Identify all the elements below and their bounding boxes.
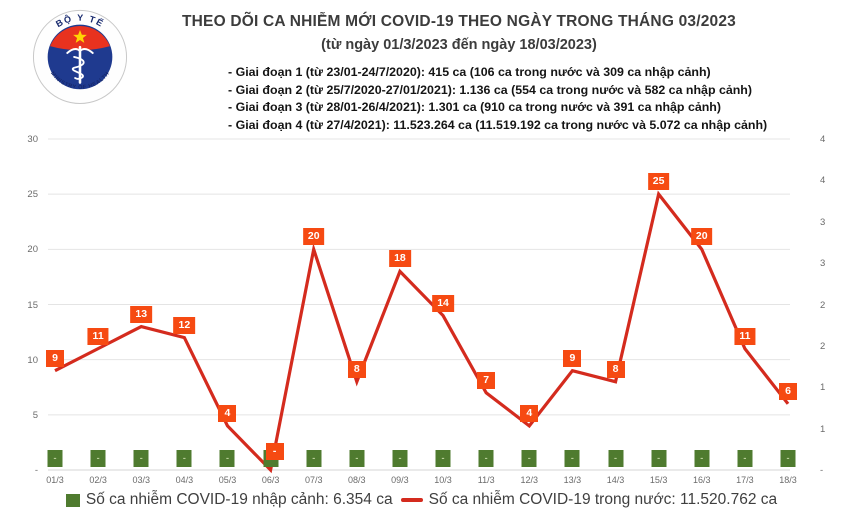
trend-line-domestic-cases [54, 190, 790, 474]
y-axis-label-left: 10 [27, 354, 38, 366]
phase-note-3: - Giai đoạn 3 (từ 28/01-26/4/2021): 1.30… [228, 100, 721, 115]
imported-cases-label: - [349, 450, 365, 467]
y-axis-label-right: 2 [820, 299, 826, 311]
imported-cases-label: - [306, 450, 322, 467]
data-label: 18 [389, 250, 411, 268]
imported-cases-label: - [564, 450, 580, 467]
x-axis-label: 12/3 [520, 475, 539, 485]
y-axis-label-left: 20 [27, 244, 38, 256]
data-label: 4 [218, 404, 237, 422]
chart-legend: Số ca nhiễm COVID-19 nhập cảnh: 6.354 ca… [0, 491, 843, 509]
x-axis-label: 07/3 [304, 475, 323, 485]
logo-asclepius-staff-icon [66, 45, 94, 84]
imported-cases-label: - [780, 450, 796, 467]
x-axis-label: 04/3 [175, 475, 194, 485]
y-axis-label-left: 25 [27, 189, 38, 201]
data-label: 25 [647, 173, 670, 191]
data-label: 8 [347, 360, 366, 378]
imported-cases-label: - [47, 450, 63, 467]
page-subtitle: (từ ngày 01/3/2023 đến ngày 18/03/2023) [321, 37, 597, 53]
data-label: 8 [606, 360, 625, 378]
y-axis-label-right: 1 [820, 423, 826, 435]
x-axis-label: 02/3 [89, 475, 107, 485]
x-axis-label: 03/3 [132, 475, 150, 485]
legend-item-imported: Số ca nhiễm COVID-19 nhập cảnh: 6.354 ca [65, 491, 393, 509]
data-label: 4 [520, 404, 539, 422]
data-label: 11 [87, 327, 109, 345]
data-label: 20 [690, 228, 713, 246]
x-axis-label: 10/3 [434, 475, 452, 485]
imported-cases-label: - [694, 450, 710, 467]
x-axis-label: 18/3 [779, 475, 797, 485]
legend-item-domestic: Số ca nhiễm COVID-19 trong nước: 11.520.… [400, 491, 778, 509]
legend-line-swatch-icon [400, 498, 423, 502]
x-axis-label: 05/3 [218, 475, 237, 485]
y-axis-label-right: 3 [820, 216, 826, 228]
x-axis-label: 14/3 [606, 475, 625, 485]
x-axis-label: 17/3 [736, 475, 754, 485]
logo-star-icon [73, 30, 87, 43]
y-axis-label-right: - [820, 465, 824, 476]
y-axis-label-right: 2 [820, 340, 826, 352]
phase-note-2: - Giai đoạn 2 (từ 25/7/2020-27/01/2021):… [228, 82, 752, 97]
data-label: 20 [302, 228, 325, 246]
imported-cases-label: - [435, 450, 451, 467]
ministry-of-health-logo: BỘ Y TẾ MINISTRY OF HEALTH [32, 9, 128, 104]
x-axis-label: 06/3 [261, 475, 280, 485]
data-label: 9 [563, 349, 582, 367]
imported-cases-label: - [737, 450, 753, 467]
imported-cases-label: - [392, 450, 408, 467]
x-axis-label: 09/3 [391, 475, 409, 485]
data-label: 9 [46, 349, 64, 367]
data-label: 13 [130, 305, 153, 323]
legend-square-swatch-icon [65, 493, 80, 507]
y-axis-label-left: 5 [32, 409, 38, 421]
phase-note-1: - Giai đoạn 1 (từ 23/01-24/7/2020): 415 … [228, 65, 711, 79]
imported-cases-label: - [219, 450, 235, 467]
x-axis-label: 01/3 [46, 475, 64, 485]
imported-cases-label: - [521, 450, 537, 467]
imported-cases-label: - [133, 450, 149, 467]
phase-note-4: - Giai đoạn 4 (từ 27/4/2021): 11.523.264… [228, 117, 768, 132]
legend-label: Số ca nhiễm COVID-19 nhập cảnh: 6.354 ca [85, 491, 393, 508]
y-axis-label-right: 3 [820, 258, 826, 270]
x-axis-label: 13/3 [563, 475, 582, 485]
phase-notes: - Giai đoạn 1 (từ 23/01-24/7/2020): 415 … [228, 64, 767, 134]
y-axis-label-left: 30 [27, 134, 38, 145]
y-axis-label-right: 1 [820, 382, 826, 394]
data-label: - [265, 443, 284, 460]
data-label: 7 [477, 371, 496, 389]
imported-cases-label: - [176, 450, 192, 467]
y-axis-label-left: - [34, 465, 38, 476]
x-axis-label: 11/3 [477, 475, 495, 485]
x-axis-label: 08/3 [348, 475, 366, 485]
legend-label: Số ca nhiễm COVID-19 trong nước: 11.520.… [428, 491, 778, 508]
imported-cases-label: - [478, 450, 494, 467]
imported-cases-label: - [608, 450, 624, 467]
imported-cases-label: - [651, 450, 667, 467]
x-axis-label: 15/3 [649, 475, 668, 485]
y-axis-label-right: 4 [820, 175, 826, 187]
page-title: THEO DÕI CA NHIỄM MỚI COVID-19 THEO NGÀY… [181, 13, 737, 30]
data-label: 6 [779, 382, 797, 400]
x-axis-label: 16/3 [692, 475, 711, 485]
data-label: 14 [432, 294, 454, 312]
data-label: 12 [173, 316, 196, 334]
y-axis-label-right: 4 [820, 134, 826, 145]
data-label: 11 [734, 327, 756, 345]
imported-cases-label: - [90, 450, 106, 467]
y-axis-label-left: 15 [27, 299, 38, 311]
